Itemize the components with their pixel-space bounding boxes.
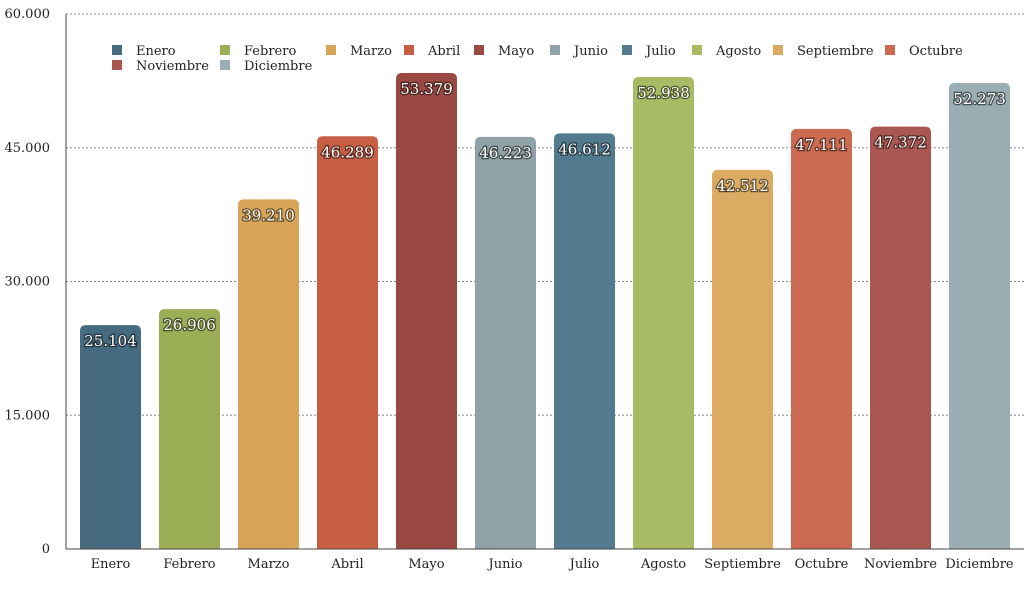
legend-swatch-febrero — [220, 45, 230, 55]
legend: Enero Febrero Marzo Abril Mayo Junio Julio Agos… — [112, 44, 963, 74]
x-tick-label: Enero — [91, 557, 131, 572]
x-tick-label: Diciembre — [945, 557, 1014, 572]
legend-label: Julio — [644, 44, 676, 59]
legend-label: Mayo — [498, 44, 534, 59]
x-tick-label: Noviembre — [864, 557, 937, 572]
legend-label: Noviembre — [136, 59, 209, 74]
legend-label: Septiembre — [797, 44, 874, 59]
bar-diciembre — [949, 82, 1010, 550]
legend-label: Enero — [136, 44, 176, 59]
bar-noviembre — [870, 126, 931, 549]
legend-swatch-marzo — [326, 45, 336, 55]
y-tick-label: 45.000 — [5, 141, 51, 156]
value-label: 53.379 — [400, 80, 453, 98]
value-label: 26.906 — [163, 316, 216, 334]
legend-label: Marzo — [350, 44, 392, 59]
bar-septiembre — [712, 169, 773, 549]
x-tick-label: Octubre — [795, 557, 849, 572]
x-tick-label: Marzo — [248, 557, 290, 572]
bar-octubre — [791, 128, 852, 549]
y-tick-label: 60.000 — [5, 7, 51, 22]
value-label: 25.104 — [84, 332, 137, 350]
y-tick-label: 15.000 — [5, 408, 51, 423]
value-label: 39.210 — [242, 206, 295, 224]
value-label: 52.938 — [637, 84, 690, 102]
legend-label: Octubre — [909, 44, 963, 59]
legend-swatch-noviembre — [112, 60, 122, 70]
legend-label: Junio — [572, 44, 608, 59]
bar-marzo — [238, 199, 299, 549]
legend-label: Febrero — [244, 44, 296, 59]
legend-swatch-septiembre — [773, 45, 783, 55]
legend-swatch-julio — [622, 45, 632, 55]
legend-swatch-abril — [404, 45, 414, 55]
value-label: 47.111 — [795, 136, 848, 154]
x-axis-ticks: Enero Febrero Marzo Abril Mayo Junio Julio Agos… — [91, 557, 1014, 572]
legend-swatch-junio — [550, 45, 560, 55]
x-tick-label: Julio — [568, 557, 600, 572]
legend-swatch-mayo — [474, 45, 484, 55]
bar-abril — [317, 136, 378, 550]
y-axis-ticks: 0 15.000 30.000 45.000 60.000 — [5, 7, 51, 557]
bar-febrero — [159, 309, 220, 549]
x-tick-label: Junio — [487, 557, 523, 572]
x-tick-label: Mayo — [408, 557, 444, 572]
bars — [80, 73, 1010, 550]
value-labels: 25.104 26.906 39.210 46.289 53.379 46.223 46.6… — [83, 79, 1007, 352]
legend-swatch-octubre — [885, 45, 895, 55]
x-tick-label: Febrero — [163, 557, 215, 572]
legend-swatch-diciembre — [220, 60, 230, 70]
bar-junio — [475, 136, 536, 549]
bar-julio — [554, 133, 615, 549]
legend-label: Diciembre — [244, 59, 313, 74]
bar-agosto — [633, 76, 694, 550]
legend-label: Abril — [427, 44, 460, 59]
value-label: 46.612 — [558, 140, 611, 158]
legend-swatch-agosto — [692, 45, 702, 55]
x-tick-label: Septiembre — [704, 557, 781, 572]
legend-swatch-enero — [112, 45, 122, 55]
bar-enero — [80, 325, 141, 549]
bar-mayo — [396, 73, 457, 550]
value-label: 42.512 — [716, 177, 769, 195]
value-label: 46.223 — [479, 144, 532, 162]
x-tick-label: Abril — [330, 557, 363, 572]
y-tick-label: 30.000 — [5, 275, 51, 290]
x-tick-label: Agosto — [640, 557, 686, 572]
value-label: 52.273 — [953, 90, 1006, 108]
legend-label: Agosto — [715, 44, 761, 59]
y-tick-label: 0 — [42, 542, 50, 557]
value-label: 47.372 — [874, 134, 927, 152]
value-label: 46.289 — [321, 143, 374, 161]
